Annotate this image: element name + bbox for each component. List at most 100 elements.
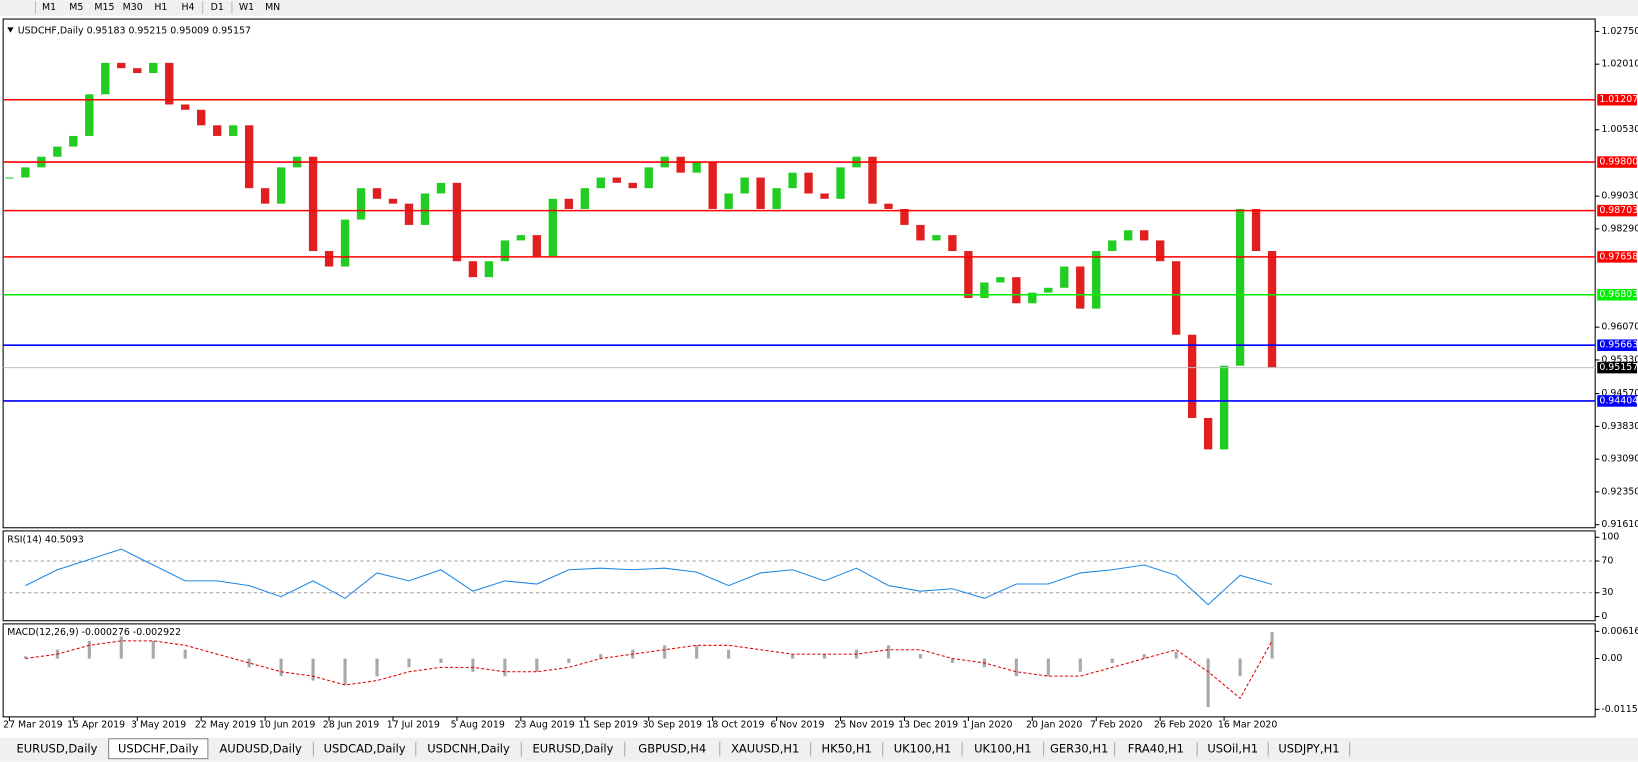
level-label: 0.94404 [1599,395,1638,406]
timeframe-button[interactable]: M5 [69,2,83,13]
timeframe-button[interactable]: M1 [42,2,56,13]
candle [708,162,717,209]
candle [53,146,62,157]
tab[interactable]: USDCHF,Daily [118,742,199,756]
candle [1235,208,1245,366]
rsi-panel [2,530,1596,622]
timeframe-button[interactable]: MN [265,2,280,13]
tab[interactable]: UK100,H1 [894,742,951,756]
candle [1044,287,1053,293]
timeframe-button[interactable]: W1 [239,2,254,13]
candle [388,198,398,204]
tab[interactable]: UK100,H1 [974,742,1031,756]
candle [340,219,350,267]
timeframe-button[interactable]: D1 [211,2,224,13]
candle [149,62,158,74]
candle [868,156,877,204]
candle [324,251,334,267]
candle [564,198,573,209]
candle [1140,230,1149,241]
low: 0.95009 [170,25,209,36]
candle [548,198,558,257]
x-tick-label: 7 Feb 2020 [1090,720,1142,731]
candle [724,193,733,209]
candle [644,167,653,189]
x-tick-label: 5 Aug 2019 [451,720,505,731]
candle [532,235,542,257]
candle [964,251,973,298]
tab[interactable]: GBPUSD,H4 [638,742,706,756]
level-label: 0.97658 [1599,251,1638,262]
candle [1092,251,1101,309]
y-tick-label: 0.92350 [1601,486,1638,497]
candle [980,282,989,298]
tab[interactable]: HK50,H1 [821,742,871,756]
candle [836,167,845,199]
candle [1171,261,1181,335]
candle [101,62,110,95]
current-price-label: 0.95157 [1599,362,1638,373]
x-tick-label: 20 Jan 2020 [1026,720,1082,731]
candle [484,261,494,278]
chart-header: USDCHF,Daily 0.95183 0.95215 0.95009 0.9… [18,25,251,36]
macd-header: MACD(12,26,9) -0.000276 -0.002922 [7,627,181,638]
y-tick-label: 0.96070 [1601,322,1638,333]
x-tick-label: 23 Aug 2019 [515,720,575,731]
candle [468,261,478,278]
candle [996,277,1005,283]
candle [1012,277,1021,304]
candle [516,235,526,241]
x-tick-label: 3 May 2019 [131,720,186,731]
candle [85,94,94,136]
symbol-menu-arrow[interactable] [7,27,14,33]
timeframe-button[interactable]: H1 [154,2,167,13]
tab[interactable]: GER30,H1 [1050,742,1108,756]
level-label: 0.98703 [1599,205,1638,216]
tab[interactable]: FRA40,H1 [1128,742,1184,756]
candle [820,193,829,199]
timeframe-button[interactable]: H4 [182,2,195,13]
tab[interactable]: AUDUSD,Daily [219,742,302,756]
candle [1203,417,1213,450]
y-tick-label: 0.93090 [1601,454,1638,465]
candle [900,208,909,225]
candle [436,182,446,194]
level-label: 0.99800 [1599,157,1638,168]
candle [772,188,781,209]
candle [404,203,414,225]
candle [213,125,222,136]
x-tick-label: 17 Jul 2019 [387,720,440,731]
tab[interactable]: USDCAD,Daily [324,742,406,756]
candle [628,182,637,189]
level-label-box [1597,251,1637,263]
x-tick-label: 16 Mar 2020 [1218,720,1278,731]
candle [676,156,685,173]
y-tick-label: 1.02010 [1601,59,1638,70]
candle [1060,266,1069,288]
macd-panel [2,623,1596,718]
candle [932,235,941,241]
y-tick-label: 1.00530 [1601,124,1638,135]
rsi-header: RSI(14) 40.5093 [7,534,83,545]
tab[interactable]: USDCNH,Daily [427,742,510,756]
tab[interactable]: USOil,H1 [1207,742,1258,756]
candle [1124,230,1133,241]
tab-active [108,738,209,760]
timeframe-button[interactable]: M15 [94,2,114,13]
x-tick-label: 1 Jan 2020 [962,720,1012,731]
level-label-box [1597,156,1637,168]
rsi-name: RSI(14) [7,534,42,545]
candle [884,203,893,209]
tab[interactable]: EURUSD,Daily [533,742,614,756]
candle [500,240,510,262]
x-tick-label: 25 Nov 2019 [834,720,894,731]
y-tick-label: 0.00 [1601,653,1622,664]
tab[interactable]: XAUUSD,H1 [731,742,799,756]
timeframe-button[interactable]: M30 [123,2,143,13]
tab[interactable]: USDJPY,H1 [1278,742,1339,756]
x-tick-label: 13 Dec 2019 [898,720,958,731]
tab[interactable]: EURUSD,Daily [16,742,97,756]
candle [1219,365,1229,450]
